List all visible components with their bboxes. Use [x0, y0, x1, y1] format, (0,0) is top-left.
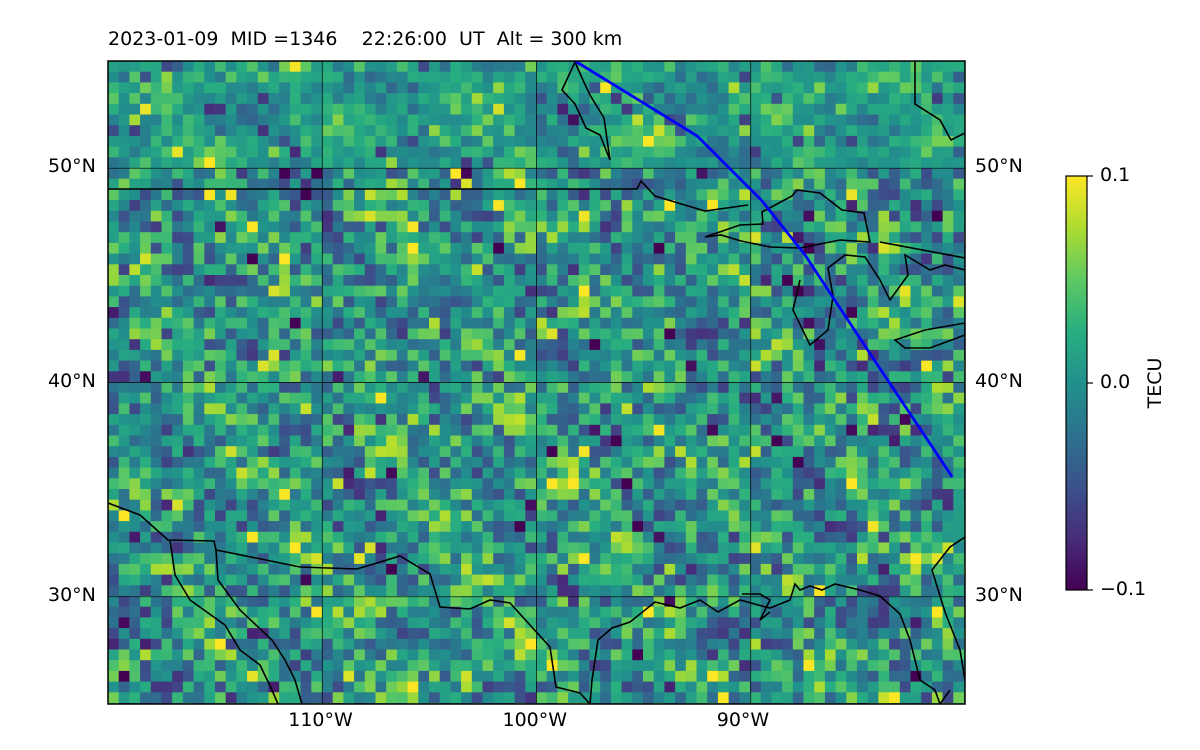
cuba-fragment — [939, 689, 951, 704]
lake-erie-ontario — [893, 322, 965, 349]
lon-tick-label: 110°W — [288, 709, 353, 731]
east-coast — [931, 536, 965, 681]
coastlines — [108, 61, 965, 704]
lat-tick-label-right: 50°N — [975, 155, 1023, 178]
us-east-boundary — [879, 241, 965, 259]
lon-tick-label: 90°W — [716, 709, 770, 731]
baja-coast — [215, 549, 303, 704]
hudson-bay-coast — [561, 61, 611, 161]
mexico-us-border — [108, 502, 591, 704]
plot-title: 2023-01-09 MID =1346 22:26:00 UT Alt = 3… — [108, 28, 623, 50]
colorbar — [1065, 175, 1088, 591]
great-lakes — [704, 189, 871, 249]
satellite-track — [574, 61, 954, 478]
colorbar-label: TECU — [1144, 357, 1166, 409]
colorbar-tick-label: 0.0 — [1100, 371, 1131, 393]
lat-tick-label-left: 40°N — [48, 369, 96, 392]
lat-tick-label-right: 40°N — [975, 369, 1023, 392]
tec-field — [108, 61, 965, 704]
lat-tick-label-left: 50°N — [48, 155, 96, 178]
florida — [742, 593, 772, 621]
lake-michigan — [792, 253, 965, 347]
colorbar-tick-label: 0.1 — [1100, 164, 1131, 186]
gulf-coast — [589, 582, 941, 704]
gridlines — [108, 61, 965, 704]
lat-tick-label-left: 30°N — [48, 583, 96, 606]
labrador-coast — [914, 61, 965, 142]
colorbar-ticks — [1087, 175, 1093, 591]
colorbar-tick-label: −0.1 — [1100, 578, 1147, 600]
lon-tick-label: 100°W — [502, 709, 568, 731]
baja-west — [169, 539, 279, 704]
lat-tick-label-right: 30°N — [975, 583, 1023, 606]
map-frame — [107, 60, 966, 705]
canada-us-border — [108, 179, 749, 212]
